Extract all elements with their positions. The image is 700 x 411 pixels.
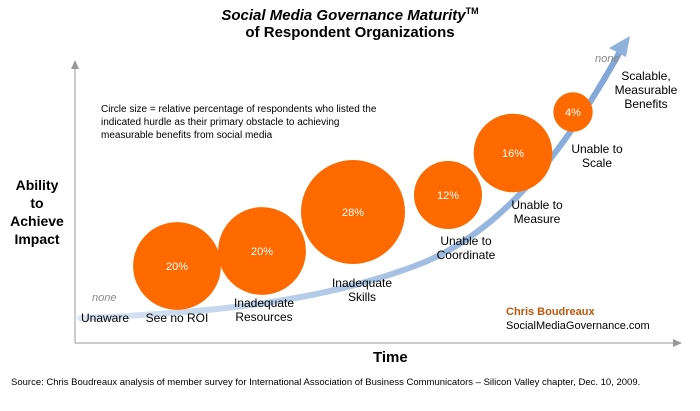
y-axis-label-line: Impact: [14, 231, 60, 247]
trademark-symbol: TM: [465, 6, 479, 16]
y-axis-label-line: Achieve: [10, 213, 64, 229]
stage-label: Unaware: [81, 311, 129, 325]
bubble-value-label: 20%: [251, 246, 273, 258]
bubbles: none 20% 20% 28% 12% 16% 4% none: [92, 53, 619, 310]
stage-label: Inadequate Resources: [234, 296, 294, 324]
stage-label: Unable to Scale: [571, 142, 623, 170]
y-axis-label-line: Ability: [15, 177, 59, 193]
bubble: [133, 222, 221, 310]
bubble: [553, 92, 593, 132]
growth-curve-arrowhead: [609, 36, 630, 57]
stage-label: Inadequate Skills: [332, 276, 392, 304]
credit-author: Chris Boudreaux: [506, 306, 595, 318]
stage-label: Unable to Coordinate: [437, 234, 496, 262]
bubble: [301, 160, 405, 264]
circle-size-note: Circle size = relative percentage of res…: [101, 104, 377, 141]
stage-labels: Unaware See no ROI Inadequate Resources Inad…: [81, 69, 678, 325]
y-axis-label: Ability to Achieve Impact: [4, 176, 70, 248]
source-note: Source: Chris Boudreaux analysis of memb…: [11, 377, 641, 388]
bubble-value-label: 28%: [342, 207, 364, 219]
bubble-value-label: 16%: [502, 148, 524, 160]
axes: [71, 60, 682, 347]
bubble-value-label: 4%: [565, 107, 581, 119]
credit-site: SocialMediaGovernance.com: [506, 320, 650, 332]
bubble: [414, 161, 482, 229]
credit: Chris Boudreaux SocialMediaGovernance.co…: [506, 305, 650, 333]
growth-curve-line: [77, 45, 625, 321]
none-label: none: [595, 53, 619, 65]
stage-label: Scalable, Measurable Benefits: [615, 69, 678, 111]
growth-curve: [77, 36, 630, 321]
bubble-value-label: 20%: [166, 261, 188, 273]
y-axis-label-line: to: [30, 195, 44, 211]
chart-subtitle: of Respondent Organizations: [245, 24, 455, 41]
stage-label: See no ROI: [146, 311, 209, 325]
bubble-value-label: 12%: [437, 190, 459, 202]
x-axis-label: Time: [373, 349, 408, 366]
chart-title: Social Media Governance MaturityTM: [221, 6, 479, 24]
x-axis-arrowhead: [673, 339, 682, 347]
y-axis-arrowhead: [71, 60, 79, 69]
stage-label: Unable to Measure: [511, 198, 563, 226]
bubble: [218, 207, 306, 295]
none-label: none: [92, 292, 116, 304]
bubble: [473, 113, 553, 193]
